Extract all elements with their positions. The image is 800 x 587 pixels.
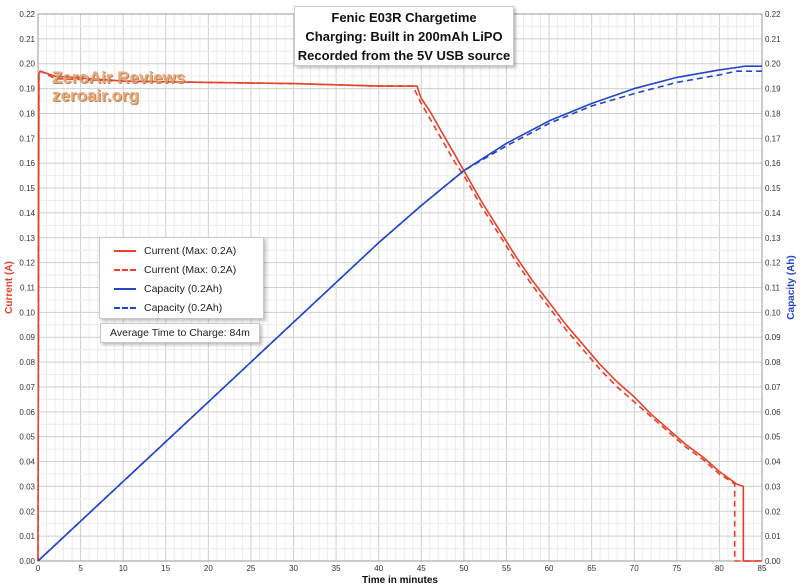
left-y-tick-label: 0.00: [19, 557, 35, 566]
right-y-tick-label: 0.10: [765, 308, 781, 317]
right-y-tick-label: 0.03: [765, 482, 781, 491]
right-axis-title: Capacity (Ah): [786, 255, 797, 319]
legend-swatch: [114, 249, 136, 252]
x-tick-label: 30: [289, 564, 298, 573]
left-y-tick-label: 0.21: [19, 35, 35, 44]
x-tick-label: 40: [374, 564, 383, 573]
right-y-tick-label: 0.05: [765, 433, 781, 442]
legend-label: Current (Max: 0.2A): [144, 244, 237, 257]
right-y-tick-label: 0.12: [765, 259, 781, 268]
x-tick-label: 60: [545, 564, 554, 573]
legend-item-capacity-dashed: Capacity (0.2Ah): [114, 298, 263, 317]
x-tick-label: 75: [672, 564, 681, 573]
legend: Current (Max: 0.2A) Current (Max: 0.2A) …: [99, 237, 264, 319]
left-y-tick-label: 0.15: [19, 184, 35, 193]
left-y-tick-label: 0.20: [19, 60, 35, 69]
left-axis-title: Current (A): [4, 261, 15, 314]
left-y-tick-label: 0.04: [19, 458, 35, 467]
x-tick-label: 70: [630, 564, 639, 573]
left-y-tick-label: 0.19: [19, 85, 35, 94]
left-y-tick-label: 0.11: [20, 284, 36, 293]
x-tick-label: 50: [459, 564, 468, 573]
x-tick-label: 85: [758, 564, 767, 573]
x-tick-label: 15: [161, 564, 170, 573]
right-y-tick-label: 0.17: [765, 134, 781, 143]
legend-swatch: [114, 306, 136, 309]
right-y-tick-label: 0.06: [765, 408, 781, 417]
right-y-tick-label: 0.04: [765, 458, 781, 467]
right-y-tick-label: 0.19: [765, 85, 781, 94]
chart-subtitle-2: Recorded from the 5V USB source: [297, 48, 511, 63]
right-y-tick-label: 0.14: [765, 209, 781, 218]
right-y-tick-label: 0.02: [765, 507, 781, 516]
x-axis-title: Time in minutes: [362, 575, 438, 586]
legend-item-current-dashed: Current (Max: 0.2A): [114, 260, 263, 279]
chart-title-box: Fenic E03R Chargetime Charging: Built in…: [294, 6, 514, 66]
left-y-tick-label: 0.13: [19, 234, 35, 243]
x-tick-label: 10: [119, 564, 128, 573]
legend-label: Current (Max: 0.2A): [144, 263, 237, 276]
right-y-tick-label: 0.13: [765, 234, 781, 243]
legend-item-capacity-solid: Capacity (0.2Ah): [114, 279, 263, 298]
left-y-tick-label: 0.09: [19, 333, 35, 342]
right-y-tick-label: 0.18: [765, 109, 781, 118]
series-line-3: [37, 70, 762, 562]
left-y-tick-label: 0.14: [19, 209, 35, 218]
left-y-tick-label: 0.10: [19, 308, 35, 317]
left-y-tick-label: 0.16: [19, 159, 35, 168]
left-y-tick-label: 0.03: [19, 482, 35, 491]
right-y-tick-label: 0.15: [765, 184, 781, 193]
left-y-tick-label: 0.07: [19, 383, 35, 392]
right-y-tick-label: 0.09: [765, 333, 781, 342]
x-tick-label: 20: [204, 564, 213, 573]
legend-swatch: [114, 268, 136, 271]
right-y-tick-label: 0.08: [765, 358, 781, 367]
legend-label: Capacity (0.2Ah): [144, 282, 223, 295]
right-y-tick-label: 0.11: [765, 284, 781, 293]
x-tick-label: 55: [502, 564, 511, 573]
series-layer: [37, 65, 762, 562]
legend-swatch: [114, 287, 136, 290]
right-y-tick-label: 0.20: [765, 60, 781, 69]
left-y-tick-label: 0.02: [19, 507, 35, 516]
charge-time-annotation: Average Time to Charge: 84m: [100, 323, 260, 343]
watermark-line-2: zeroair.org: [52, 86, 139, 105]
x-tick-label: 0: [36, 564, 41, 573]
x-tick-label: 25: [246, 564, 255, 573]
left-y-tick-label: 0.01: [19, 532, 35, 541]
right-y-tick-label: 0.21: [765, 35, 781, 44]
left-y-tick-label: 0.05: [19, 433, 35, 442]
right-y-tick-label: 0.07: [765, 383, 781, 392]
tick-labels: 0 5 10 15 20 25 30 35 40 45 50 55 60 65 70 75 80 850.00 0.…: [19, 10, 781, 573]
x-tick-label: 45: [417, 564, 426, 573]
left-y-tick-label: 0.17: [19, 134, 35, 143]
chart-title: Fenic E03R Chargetime: [331, 10, 477, 25]
legend-item-current-solid: Current (Max: 0.2A): [114, 241, 263, 260]
right-y-tick-label: 0.22: [765, 10, 781, 19]
left-y-tick-label: 0.18: [19, 109, 35, 118]
series-line-1: [37, 70, 762, 562]
x-tick-label: 65: [587, 564, 596, 573]
legend-label: Capacity (0.2Ah): [144, 301, 223, 314]
right-y-tick-label: 0.00: [765, 557, 781, 566]
x-tick-label: 5: [78, 564, 83, 573]
x-tick-label: 80: [715, 564, 724, 573]
left-y-tick-label: 0.06: [19, 408, 35, 417]
watermark-line-1: ZeroAir Reviews: [52, 68, 186, 87]
left-y-tick-label: 0.22: [19, 10, 35, 19]
left-y-tick-label: 0.12: [19, 259, 35, 268]
right-y-tick-label: 0.16: [765, 159, 781, 168]
left-y-tick-label: 0.08: [19, 358, 35, 367]
x-tick-label: 35: [332, 564, 341, 573]
chart-subtitle-1: Charging: Built in 200mAh LiPO: [305, 29, 503, 44]
right-y-tick-label: 0.01: [765, 532, 781, 541]
